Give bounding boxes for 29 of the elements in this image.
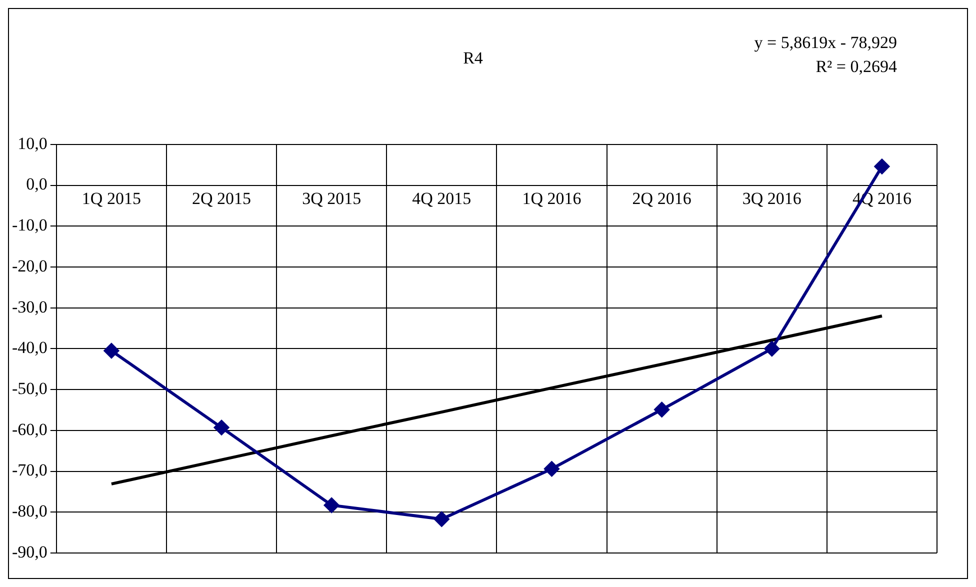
y-tick-label: -70,0 xyxy=(12,460,48,480)
text: y = 5,8619x - 78,929 xyxy=(754,32,897,54)
x-tick-label: 2Q 2016 xyxy=(632,188,692,208)
y-tick-label: -90,0 xyxy=(12,542,48,562)
chart-title: R4 xyxy=(463,48,484,68)
x-tick-label: 1Q 2015 xyxy=(82,188,141,208)
point xyxy=(764,341,780,356)
y-tick-label: -80,0 xyxy=(12,502,48,521)
y-tick-label: -20,0 xyxy=(12,256,48,276)
x-tick-label: 3Q 2015 xyxy=(302,188,362,208)
y-tick-label: 0,0 xyxy=(26,174,48,194)
y-tick-label: -30,0 xyxy=(12,297,48,316)
point xyxy=(434,512,450,527)
point xyxy=(654,402,670,418)
x-tick-label: 4Q 2015 xyxy=(412,188,472,208)
text: R² = 0,2694 xyxy=(814,56,897,78)
y-tick-label: 10,0 xyxy=(18,134,48,153)
y-tick-label: -40,0 xyxy=(12,338,48,358)
point xyxy=(874,158,890,174)
point xyxy=(104,343,119,358)
y-tick-label: -60,0 xyxy=(12,420,48,439)
x-tick-label: 2Q 2015 xyxy=(192,188,252,208)
x-tick-label: 1Q 2016 xyxy=(522,188,582,208)
x-tick-label: 3Q 2016 xyxy=(742,188,802,208)
point xyxy=(324,498,340,513)
y-tick-label: -50,0 xyxy=(12,379,48,398)
y-tick-label: -10,0 xyxy=(12,216,48,235)
point xyxy=(214,420,230,436)
point xyxy=(544,461,560,476)
